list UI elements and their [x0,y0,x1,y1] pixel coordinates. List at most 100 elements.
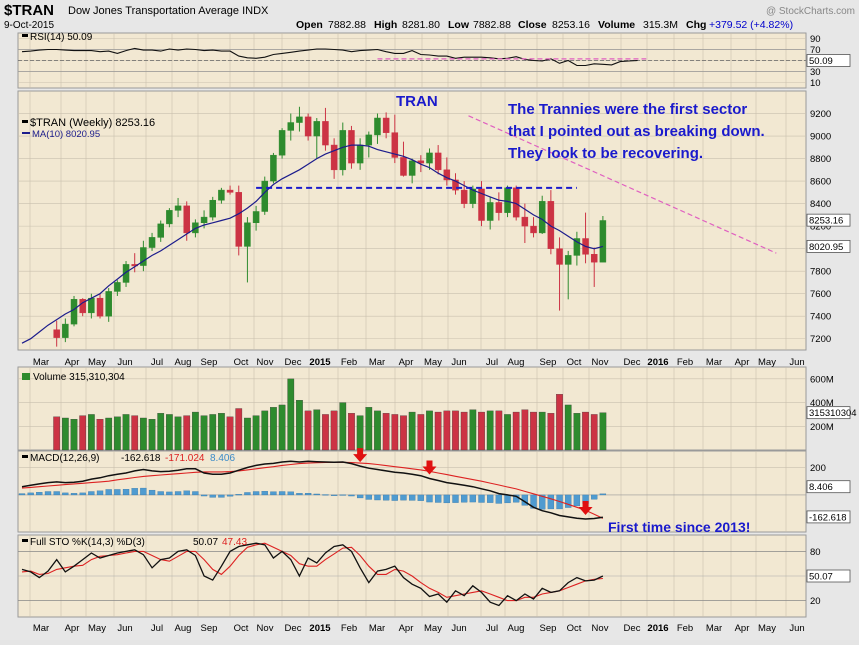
volume-legend-text: Volume 315,310,304 [33,372,125,383]
volume-bar-58 [556,394,563,451]
macd-hist-10 [105,489,112,496]
x-tick-label-1-17: Aug [508,623,525,634]
volume-bar-45 [443,410,451,451]
macd-signal-line [21,461,604,519]
y-tick-label-vol-0: 600M [810,374,834,385]
x-tick-label-0-7: Oct [234,357,249,368]
macd-hist-tag: 8.406 [809,482,833,493]
rsi-legend-swatch [22,34,28,37]
candle-body-4 [88,297,95,314]
macd-hist-63 [565,494,572,508]
candle-body-37 [374,117,381,136]
macd-hist-9 [96,490,104,496]
macd-value-tag: -162.618 [809,512,847,523]
candle-body-0 [53,329,60,338]
volume-bar-11 [148,419,156,451]
macd-value-tag-box [806,510,851,524]
y-tick-label-price-1: 9000 [810,132,831,143]
volume-bar-2 [70,419,78,451]
volume-bar-28 [296,400,303,451]
x-tick-label-1-19: Oct [567,623,582,634]
volume-bar-44 [434,411,442,451]
x-tick-label-1-4: Jul [151,623,163,634]
volume-legend: Volume 315,310,304 [22,372,125,383]
macd-arrow-0 [353,448,368,463]
x-tick-label-0-5: Aug [175,357,192,368]
volume-bar-31 [322,414,329,451]
macd-hist-7 [79,492,86,496]
y-tick-label-price-2: 8800 [810,154,831,165]
macd-hist-45 [408,494,416,501]
axes: Mar Apr May Jun Jul Aug Sep Oct Nov Dec 2015 Feb Mar… [33,34,857,634]
candle-body-18 [209,199,216,218]
chart-date: 9-Oct-2015 [4,20,54,31]
price-close-tag: 8253.16 [809,216,843,227]
candle-body-34 [348,130,355,164]
volume-value-tag: 315310304 [809,408,857,419]
sto-legend-d: 47.43 [222,537,247,548]
y-tick-label-vol-1: 400M [810,398,834,409]
macd-hist-6 [70,493,78,496]
volume-bar-23 [252,415,260,451]
x-tick-label-0-2: May [88,357,106,368]
x-tick-label-0-22: 2016 [647,357,668,368]
x-tick-label-0-4: Jul [151,357,163,368]
macd-hist-52 [469,494,476,503]
macd-hist-64 [573,494,581,507]
candle-body-10 [140,247,147,266]
macd-hist-25 [235,494,242,496]
x-tick-label-0-11: Feb [341,357,357,368]
macd-hist-19 [183,490,190,496]
candle-body-45 [443,169,451,181]
volume-bar-20 [226,416,234,451]
candle-body-63 [599,220,607,263]
high-label: High [374,19,397,31]
x-tick-label-0-23: Feb [677,357,693,368]
x-tick-label-0-14: May [424,357,442,368]
candle-body-5 [96,297,104,317]
x-tick-label-0-13: Apr [399,357,414,368]
volume-bar-41 [408,411,416,451]
macd-hist-35 [322,494,329,496]
sto-d-line [21,542,603,602]
y-tick-label-price-3: 8600 [810,177,831,188]
volume-bar-52 [504,414,511,451]
volume-bar-42 [417,414,425,451]
volume-bar-15 [183,415,191,451]
annotations: TRAN The Trannies were the first sector … [396,93,765,535]
macd-hist-2 [36,492,43,496]
macd-hist-14 [140,487,147,496]
x-tick-label-0-0: Mar [33,357,49,368]
macd-hist-55 [495,494,503,504]
y-tick-label-price-4: 8400 [810,199,831,210]
open-value: 7882.88 [328,19,366,31]
candle-body-28 [296,116,303,123]
macd-hist-41 [374,494,381,501]
x-tick-label-1-1: Apr [65,623,80,634]
volume-bar-30 [313,409,321,451]
x-tick-label-1-14: May [424,623,442,634]
open-label: Open [296,19,323,31]
candle-body-40 [400,157,407,176]
macd-legend: MACD(12,26,9) -162.618 -171.024 8.406 [22,453,235,464]
candle-body-14 [174,205,182,211]
macd-legend-swatch [22,455,28,458]
low-label: Low [448,19,470,31]
macd-hist-3 [44,491,52,496]
macd-hist-48 [435,494,442,503]
macd-hist-67 [599,493,607,496]
x-tick-label-0-8: Nov [257,357,274,368]
candle-body-26 [278,130,286,156]
macd-arrow-1 [422,460,437,475]
volume-bar-50 [486,410,494,451]
price-ma-tag-box [806,239,851,253]
y-tick-label-rsi-0: 90 [810,34,821,45]
x-tick-label-1-13: Apr [399,623,414,634]
volume-bar-43 [426,410,433,451]
volume-bar-34 [348,413,355,451]
panel-price [17,90,807,351]
macd-hist-21 [200,494,208,497]
volume-bar-14 [174,416,182,451]
x-tick-label-0-6: Sep [201,357,218,368]
